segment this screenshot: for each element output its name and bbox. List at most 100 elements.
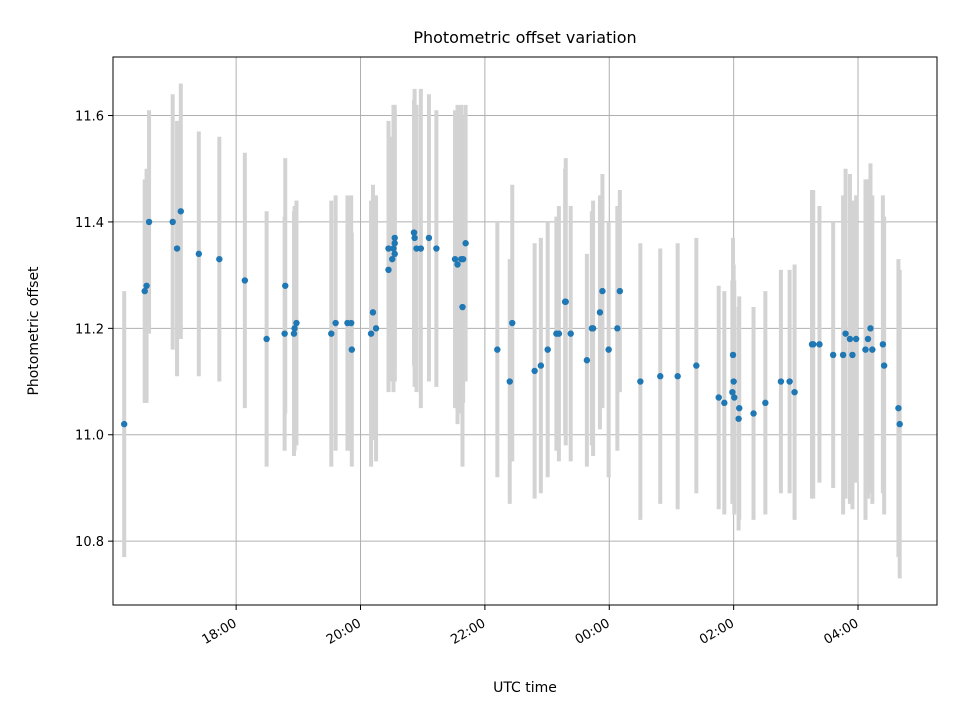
x-tick-label: 20:00 — [324, 616, 364, 648]
data-point — [173, 245, 181, 252]
data-point — [494, 346, 501, 353]
data-point — [735, 415, 742, 422]
y-tick-label: 10.8 — [75, 535, 104, 550]
y-axis-label: Photometric offset — [26, 266, 42, 396]
data-point — [762, 399, 769, 407]
data-point — [411, 234, 418, 242]
data-point — [839, 351, 847, 359]
data-point — [869, 346, 876, 353]
data-point — [506, 378, 513, 385]
data-point — [391, 240, 398, 247]
x-axis-label: UTC time — [493, 680, 557, 696]
data-point — [715, 394, 722, 401]
data-point — [555, 330, 563, 337]
data-point — [390, 245, 397, 252]
data-point — [369, 309, 377, 316]
data-point — [145, 218, 153, 226]
data-point — [729, 351, 737, 359]
data-point — [417, 245, 425, 252]
data-point — [730, 378, 737, 385]
data-point — [693, 362, 700, 369]
data-point — [531, 367, 538, 375]
data-point — [880, 362, 888, 369]
x-tick-label: 18:00 — [200, 616, 240, 648]
data-point — [589, 325, 597, 332]
data-point — [195, 250, 203, 258]
data-point — [263, 335, 270, 343]
data-point — [750, 410, 757, 417]
data-points — [120, 208, 903, 428]
x-tick-label: 02:00 — [697, 616, 737, 648]
data-point — [372, 325, 380, 332]
data-point — [605, 346, 612, 353]
data-point — [614, 325, 621, 332]
data-point — [410, 229, 418, 236]
data-point — [791, 388, 798, 396]
data-point — [867, 325, 874, 332]
data-point — [281, 330, 288, 337]
data-point — [721, 399, 728, 407]
y-tick-label: 11.0 — [75, 429, 104, 444]
data-point — [389, 255, 396, 263]
data-point — [391, 250, 398, 258]
data-point — [332, 319, 339, 327]
data-point — [509, 319, 516, 327]
data-point — [143, 282, 150, 289]
data-point — [731, 394, 738, 401]
x-tick-label: 04:00 — [821, 616, 861, 648]
data-point — [291, 325, 298, 332]
x-axis-ticks: 18:00 20:00 22:00 00:00 02:00 04:00 — [200, 605, 861, 648]
y-axis-ticks: 10.8 11.0 11.2 11.4 11.6 — [75, 110, 113, 550]
data-point — [459, 303, 466, 311]
data-point — [462, 240, 469, 247]
x-tick-label: 00:00 — [573, 616, 613, 648]
data-point — [879, 341, 887, 348]
data-point — [829, 351, 837, 359]
data-point — [864, 335, 872, 343]
data-point — [451, 255, 459, 263]
data-point — [567, 330, 574, 337]
data-point — [786, 378, 793, 385]
data-point — [169, 218, 176, 226]
data-point — [852, 335, 860, 343]
data-point — [810, 341, 817, 348]
data-point — [896, 420, 903, 428]
y-tick-label: 11.6 — [75, 110, 104, 125]
data-point — [862, 346, 869, 353]
data-point — [736, 404, 743, 412]
data-point — [562, 298, 569, 305]
data-point — [599, 287, 606, 295]
data-point — [433, 245, 440, 252]
data-point — [425, 234, 433, 242]
data-point — [729, 388, 736, 396]
data-point — [583, 357, 591, 364]
x-tick-label: 22:00 — [448, 616, 488, 648]
y-tick-label: 11.4 — [75, 216, 104, 231]
data-point — [216, 255, 223, 263]
data-point — [544, 346, 551, 353]
data-point — [674, 373, 681, 380]
data-point — [328, 330, 335, 337]
data-point — [895, 404, 902, 412]
data-point — [120, 420, 128, 428]
data-point — [454, 261, 461, 268]
data-point — [385, 266, 392, 274]
data-point — [842, 330, 849, 337]
data-point — [367, 330, 375, 337]
data-point — [385, 245, 392, 252]
data-point — [459, 255, 467, 263]
data-point — [347, 319, 355, 327]
chart-title: Photometric offset variation — [413, 28, 636, 47]
data-point — [777, 378, 785, 385]
data-point — [141, 287, 148, 295]
data-point — [391, 234, 398, 242]
data-point — [846, 335, 854, 343]
data-point — [177, 208, 184, 215]
data-point — [293, 319, 300, 327]
data-point — [637, 378, 644, 385]
data-point — [290, 330, 298, 337]
plot-frame — [112, 56, 938, 606]
data-point — [849, 351, 856, 359]
